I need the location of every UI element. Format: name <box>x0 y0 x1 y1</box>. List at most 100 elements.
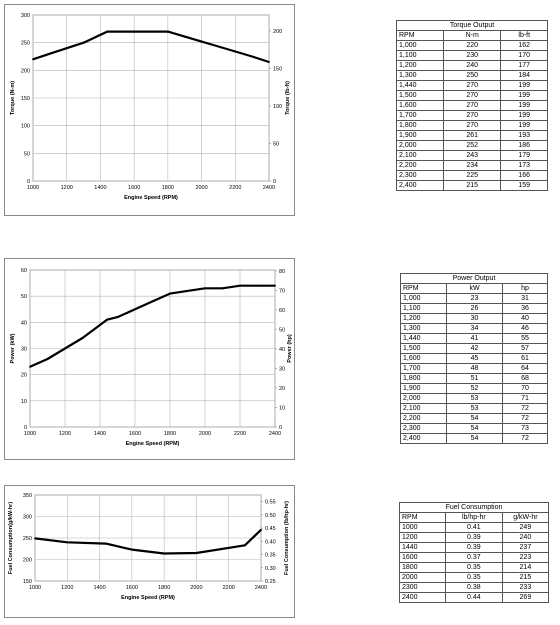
table-cell: 1,800 <box>399 373 448 384</box>
column-header: RPM <box>396 30 444 41</box>
y-tick-label: 200 <box>23 558 32 564</box>
table-cell: 214 <box>501 562 550 573</box>
y-tick-label: 40 <box>21 320 27 326</box>
data-point <box>256 284 259 287</box>
x-tick-label: 1400 <box>94 431 106 437</box>
table-cell: 237 <box>501 542 550 553</box>
table-cell: 0.39 <box>444 542 503 553</box>
table-cell: 1,000 <box>399 293 448 304</box>
table-cell: 170 <box>500 50 548 61</box>
table-cell: 57 <box>501 343 549 354</box>
table-title: Fuel Consumption <box>399 502 549 513</box>
y-tick-label: 0 <box>27 179 30 185</box>
y-tick-label: 50 <box>21 294 27 300</box>
table-cell: 193 <box>500 130 548 141</box>
x-tick-label: 1600 <box>128 185 140 191</box>
column-header: RPM <box>399 512 446 523</box>
table-cell: 1600 <box>399 552 446 563</box>
table-cell: 270 <box>442 80 502 91</box>
table-cell: 173 <box>500 160 548 171</box>
x-tick-label: 1000 <box>27 185 39 191</box>
column-header: hp <box>501 283 549 294</box>
x-tick-label: 1000 <box>24 431 36 437</box>
table-cell: 1,440 <box>399 333 448 344</box>
table-cell: 199 <box>500 90 548 101</box>
table-row: 1,900 261 193 <box>396 130 548 141</box>
data-point <box>200 40 203 43</box>
table-row: 2,100 243 179 <box>396 150 548 161</box>
torque-chart: 1000 1200 1400 1600 1800 2000 2200 240005010015… <box>10 13 291 201</box>
y2-axis-title: Torque (lb-ft) <box>285 81 291 115</box>
data-point <box>221 287 224 290</box>
y2-tick-label: 0.35 <box>265 553 276 559</box>
y2-tick-label: 200 <box>273 29 282 35</box>
table-cell: 230 <box>442 50 502 61</box>
data-point <box>106 30 109 33</box>
data-point <box>239 284 241 287</box>
table-cell: 270 <box>442 90 502 101</box>
table-cell: 2,100 <box>399 403 448 414</box>
torque-chart-panel: 1000 1200 1400 1600 1800 2000 2200 2400 0 50 100 15… <box>4 4 295 216</box>
data-point <box>260 528 262 531</box>
table-row: 1,000 220 162 <box>396 40 548 51</box>
y-tick-label: 50 <box>24 151 30 157</box>
table-cell: 162 <box>500 40 548 51</box>
table-row: 2,300 225 166 <box>396 170 548 181</box>
y2-tick-label: 80 <box>279 269 285 275</box>
table-cell: 48 <box>446 363 503 374</box>
table-cell: 1,200 <box>399 313 448 324</box>
x-tick-label: 2200 <box>234 431 246 437</box>
data-point <box>130 548 133 551</box>
table-cell: 199 <box>500 80 548 91</box>
x-tick-label: 2200 <box>223 585 235 591</box>
table-cell: 45 <box>446 353 503 364</box>
y2-tick-label: 150 <box>273 66 282 72</box>
data-point <box>163 552 166 555</box>
data-point <box>66 541 69 544</box>
table-cell: 0.44 <box>444 592 503 603</box>
y-axis-title: Torque (N-m) <box>10 81 16 115</box>
table-cell: 215 <box>442 180 502 191</box>
x-tick-label: 1200 <box>61 185 73 191</box>
y2-axis-title: Fuel Consumption (lb/hp-hr) <box>284 501 290 575</box>
x-axis-title: Engine Speed (RPM) <box>126 441 180 447</box>
data-point <box>64 347 66 350</box>
y-axis-title: Power (kW) <box>10 333 16 363</box>
x-tick-label: 1600 <box>129 431 141 437</box>
y-tick-label: 200 <box>21 68 30 74</box>
y2-tick-label: 60 <box>279 308 285 314</box>
table-row: 2,000 53 71 <box>399 393 549 404</box>
table-cell: 240 <box>442 60 502 71</box>
table-cell: 1,600 <box>399 353 448 364</box>
table-cell: 73 <box>501 423 549 434</box>
y-axis-title: Fuel Consumption(g/kW-hr) <box>8 502 14 574</box>
table-cell: 1,440 <box>396 80 444 91</box>
table-row: 2,200 54 72 <box>399 413 549 424</box>
table-cell: 199 <box>500 110 548 121</box>
table-cell: 186 <box>500 140 548 151</box>
y-tick-label: 150 <box>23 579 32 585</box>
table-row: 1,600 45 61 <box>399 353 549 364</box>
table-cell: 0.35 <box>444 562 503 573</box>
table-row: 1,500 270 199 <box>396 90 548 101</box>
x-tick-label: 1400 <box>93 585 105 591</box>
table-cell: 1,300 <box>399 323 448 334</box>
table-cell: 36 <box>501 303 549 314</box>
fuel-chart-panel: 1000 1200 1400 1600 1800 2000 2200 2400 150 200 25… <box>4 485 295 618</box>
table-cell: 31 <box>501 293 549 304</box>
table-row: 1,100 26 36 <box>399 303 549 314</box>
table-row: 1,200 240 177 <box>396 60 548 71</box>
y2-tick-label: 0.25 <box>265 579 276 585</box>
y2-tick-label: 40 <box>279 347 285 353</box>
table-cell: 72 <box>501 413 549 424</box>
y2-axis-title: Power (hp) <box>287 334 293 363</box>
y-tick-label: 250 <box>23 536 32 542</box>
series-line <box>34 529 262 555</box>
y-tick-label: 0 <box>24 425 27 431</box>
table-cell: 2000 <box>399 572 446 583</box>
table-cell: 1000 <box>399 522 446 533</box>
table-cell: 34 <box>446 323 503 334</box>
y2-tick-label: 0.30 <box>265 566 276 572</box>
table-row: 1,440 270 199 <box>396 80 548 91</box>
table-row: 2,100 53 72 <box>399 403 549 414</box>
